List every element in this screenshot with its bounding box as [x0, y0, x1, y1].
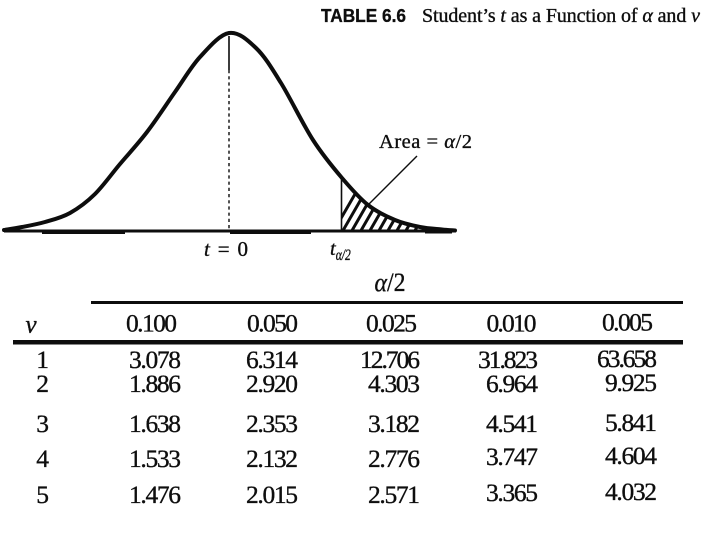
- svg-text:63.658: 63.658: [597, 344, 657, 373]
- svg-text:5.841: 5.841: [605, 408, 657, 437]
- svg-text:1.533: 1.533: [129, 444, 181, 473]
- svg-text:9.925: 9.925: [605, 368, 657, 397]
- svg-text:4: 4: [36, 444, 49, 473]
- svg-text:v: v: [25, 312, 37, 339]
- svg-text:4.604: 4.604: [605, 441, 657, 470]
- svg-text:5: 5: [36, 480, 49, 509]
- svg-text:1.886: 1.886: [129, 369, 181, 398]
- svg-text:TABLE 6.6: TABLE 6.6: [321, 5, 406, 26]
- svg-text:31.823: 31.823: [478, 345, 538, 374]
- svg-text:3: 3: [36, 409, 49, 438]
- svg-text:3.365: 3.365: [486, 478, 538, 507]
- svg-text:1: 1: [36, 345, 49, 374]
- svg-text:t = 0: t = 0: [204, 237, 248, 261]
- svg-text:3.747: 3.747: [486, 442, 538, 471]
- svg-text:Area = α/2: Area = α/2: [379, 131, 472, 153]
- svg-text:2.015: 2.015: [246, 480, 298, 509]
- svg-text:2.920: 2.920: [246, 369, 298, 398]
- svg-text:α/2: α/2: [375, 268, 406, 297]
- svg-text:3.078: 3.078: [129, 345, 181, 374]
- svg-text:Student’s t as a Function of α: Student’s t as a Function of α and v: [422, 5, 700, 27]
- svg-text:0.005: 0.005: [602, 308, 653, 337]
- svg-text:2: 2: [36, 369, 49, 398]
- svg-text:4.541: 4.541: [486, 409, 538, 438]
- svg-text:2.132: 2.132: [246, 444, 298, 473]
- svg-text:1.476: 1.476: [129, 480, 181, 509]
- svg-text:0.010: 0.010: [487, 309, 537, 338]
- svg-text:6.314: 6.314: [246, 345, 298, 374]
- svg-text:0.025: 0.025: [366, 309, 417, 338]
- svg-text:2.353: 2.353: [246, 409, 298, 438]
- svg-text:12.706: 12.706: [360, 345, 420, 374]
- svg-text:3.182: 3.182: [368, 409, 420, 438]
- svg-text:1.638: 1.638: [129, 409, 181, 438]
- svg-text:tα/2: tα/2: [330, 238, 351, 264]
- svg-text:0.050: 0.050: [247, 309, 298, 338]
- svg-text:0.100: 0.100: [126, 309, 177, 338]
- svg-text:4.303: 4.303: [368, 369, 420, 398]
- svg-text:2.776: 2.776: [368, 444, 420, 473]
- svg-text:6.964: 6.964: [486, 369, 538, 398]
- svg-text:2.571: 2.571: [368, 480, 420, 509]
- svg-text:4.032: 4.032: [605, 477, 657, 506]
